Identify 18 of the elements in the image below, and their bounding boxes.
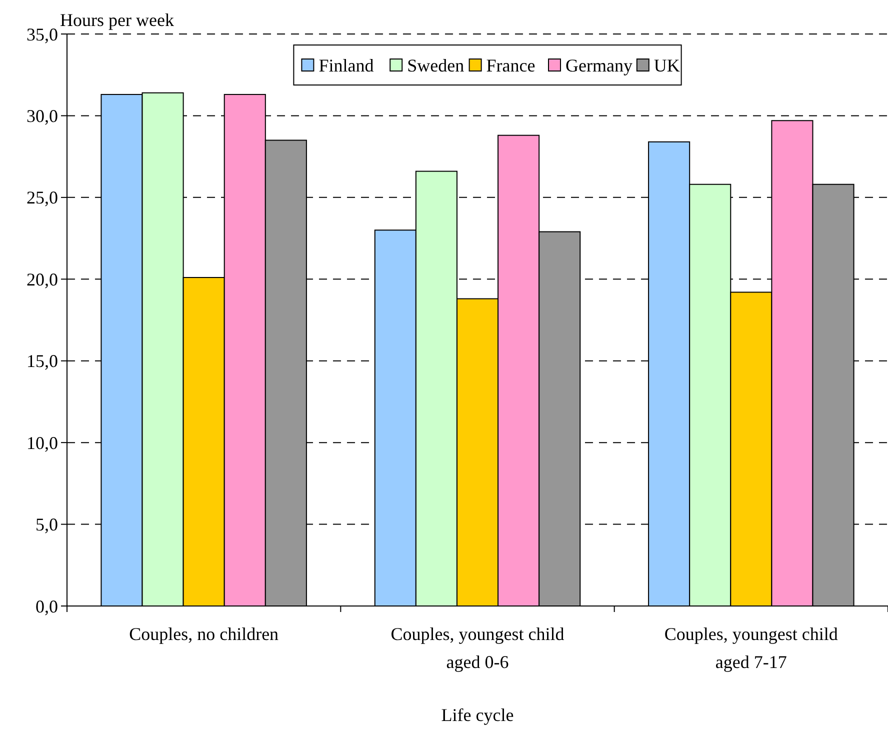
y-tick-label: 25,0 xyxy=(26,188,58,208)
y-axis-title: Hours per week xyxy=(60,10,174,30)
y-tick-label: 5,0 xyxy=(36,514,58,535)
x-tick-label: Couples, no children xyxy=(129,624,279,644)
legend-label: Finland xyxy=(318,55,374,76)
x-tick-label: Couples, youngest child aged 7-17 xyxy=(664,624,838,672)
y-tick-label: 30,0 xyxy=(26,106,58,126)
legend-label: Germany xyxy=(566,55,632,76)
legend-label: UK xyxy=(654,55,680,76)
x-axis-title: Life cycle xyxy=(441,705,514,725)
legend-label: France xyxy=(486,55,536,76)
y-tick-label: 15,0 xyxy=(26,351,58,372)
x-tick-label: Couples, youngest child aged 0-6 xyxy=(390,624,564,672)
y-tick-label: 20,0 xyxy=(26,269,58,290)
legend-label: Sweden xyxy=(407,55,464,76)
y-tick-label: 0,0 xyxy=(36,596,58,616)
y-tick-label: 10,0 xyxy=(26,432,58,453)
y-tick-label: 35,0 xyxy=(26,24,58,44)
